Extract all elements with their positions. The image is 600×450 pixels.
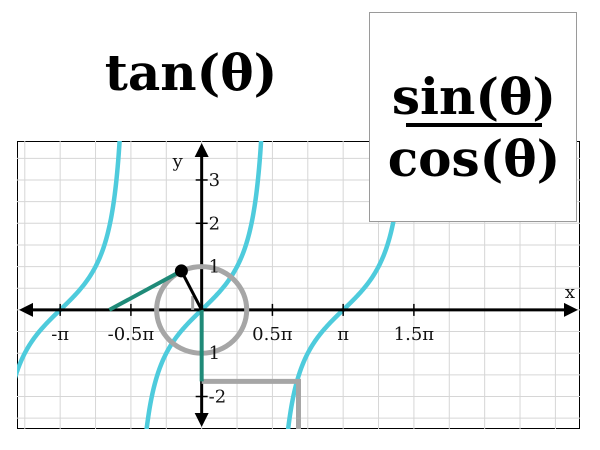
y-axis-arrow-down xyxy=(194,413,209,427)
x-axis-arrow-right xyxy=(564,302,578,317)
x-tick-label: -π xyxy=(51,324,69,345)
y-axis-label: y xyxy=(172,151,184,172)
formula-box: sin(θ) cos(θ) xyxy=(369,12,577,222)
radius-line xyxy=(180,270,203,311)
angle-point xyxy=(174,264,188,278)
y-tick-label: -2 xyxy=(209,387,227,408)
tan-branch-line xyxy=(285,141,405,429)
y-tick-label: 1 xyxy=(209,343,220,364)
formula-denominator: cos(θ) xyxy=(387,129,561,188)
page-title: tan(θ) xyxy=(104,43,278,102)
fraction-bar xyxy=(406,123,542,127)
x-axis-arrow-left xyxy=(19,302,33,317)
y-tick-label: 2 xyxy=(209,213,220,234)
tan-branch-line xyxy=(144,141,264,429)
tan-branch-line xyxy=(17,141,122,379)
x-tick-label: 0.5π xyxy=(252,324,293,345)
x-tick-label: π xyxy=(337,324,349,345)
y-tick-label: 3 xyxy=(209,170,220,191)
x-tick-label: -0.5π xyxy=(108,324,155,345)
x-tick-label: 1.5π xyxy=(394,324,435,345)
formula-numerator: sin(θ) xyxy=(391,67,557,126)
angle-segment xyxy=(108,269,183,312)
x-axis-label: x xyxy=(565,282,575,303)
tangent-bracket xyxy=(201,378,301,429)
y-axis-arrow-up xyxy=(194,143,209,157)
y-tick-label: 1 xyxy=(209,257,220,278)
